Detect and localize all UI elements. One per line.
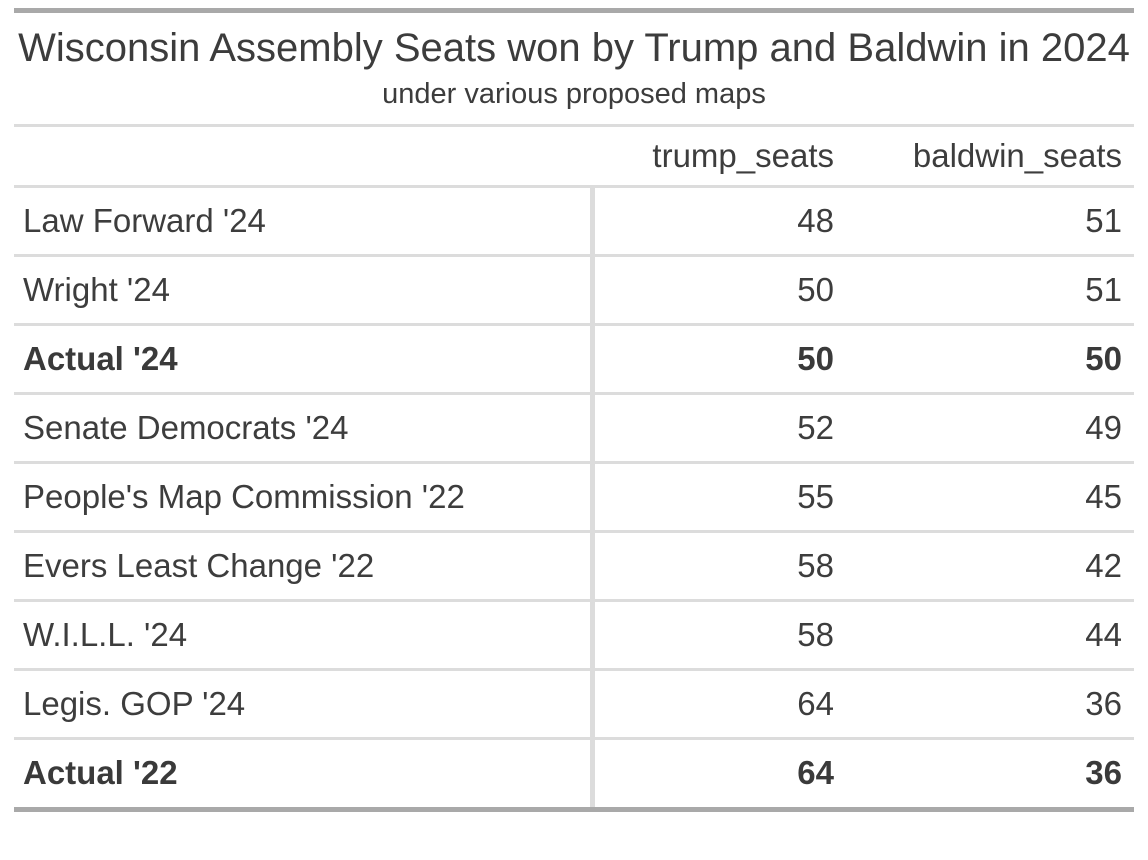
row-label: People's Map Commission '22 bbox=[14, 462, 595, 533]
trump-seats-value: 55 bbox=[592, 462, 846, 533]
row-label: W.I.L.L. '24 bbox=[14, 600, 595, 671]
table-row: Law Forward '24 48 51 bbox=[14, 186, 1134, 257]
trump-seats-value: 50 bbox=[592, 255, 846, 326]
baldwin-seats-value: 51 bbox=[846, 255, 1134, 326]
row-label: Law Forward '24 bbox=[14, 186, 595, 257]
column-header-baldwin-seats: baldwin_seats bbox=[846, 127, 1134, 188]
table-row: Actual '24 50 50 bbox=[14, 324, 1134, 395]
table-row: People's Map Commission '22 55 45 bbox=[14, 462, 1134, 533]
table-row: Evers Least Change '22 58 42 bbox=[14, 531, 1134, 602]
baldwin-seats-value: 42 bbox=[846, 531, 1134, 602]
baldwin-seats-value: 44 bbox=[846, 600, 1134, 671]
trump-seats-value: 50 bbox=[592, 324, 846, 395]
table-row: Wright '24 50 51 bbox=[14, 255, 1134, 326]
baldwin-seats-value: 50 bbox=[846, 324, 1134, 395]
table-row: W.I.L.L. '24 58 44 bbox=[14, 600, 1134, 671]
table-row: Legis. GOP '24 64 36 bbox=[14, 669, 1134, 740]
trump-seats-value: 64 bbox=[592, 669, 846, 740]
data-table: trump_seats baldwin_seats Law Forward '2… bbox=[14, 127, 1134, 807]
baldwin-seats-value: 51 bbox=[846, 186, 1134, 257]
column-header-trump-seats: trump_seats bbox=[592, 127, 846, 188]
row-label: Evers Least Change '22 bbox=[14, 531, 595, 602]
row-label: Actual '22 bbox=[14, 738, 595, 807]
baldwin-seats-value: 36 bbox=[846, 669, 1134, 740]
stub-column-header bbox=[14, 127, 592, 188]
trump-seats-value: 64 bbox=[797, 754, 834, 792]
row-label: Legis. GOP '24 bbox=[14, 669, 595, 740]
trump-seats-value: 52 bbox=[592, 393, 846, 464]
baldwin-seats-value: 36 bbox=[1085, 754, 1122, 792]
table-title: Wisconsin Assembly Seats won by Trump an… bbox=[18, 26, 1130, 70]
table-subtitle: under various proposed maps bbox=[382, 78, 766, 110]
row-label: Wright '24 bbox=[14, 255, 595, 326]
assembly-seats-table: Wisconsin Assembly Seats won by Trump an… bbox=[14, 8, 1134, 812]
baldwin-seats-value: 45 bbox=[846, 462, 1134, 533]
row-label: Senate Democrats '24 bbox=[14, 393, 595, 464]
row-label: Actual '24 bbox=[14, 324, 595, 395]
table-heading: Wisconsin Assembly Seats won by Trump an… bbox=[14, 13, 1134, 127]
table-row: Senate Democrats '24 52 49 bbox=[14, 393, 1134, 464]
trump-seats-value: 58 bbox=[592, 600, 846, 671]
trump-seats-value: 58 bbox=[592, 531, 846, 602]
table-header-row: trump_seats baldwin_seats bbox=[14, 127, 1134, 188]
baldwin-seats-value: 49 bbox=[846, 393, 1134, 464]
trump-seats-value: 48 bbox=[592, 186, 846, 257]
table-row: Actual '22 64 36 bbox=[14, 738, 1134, 807]
